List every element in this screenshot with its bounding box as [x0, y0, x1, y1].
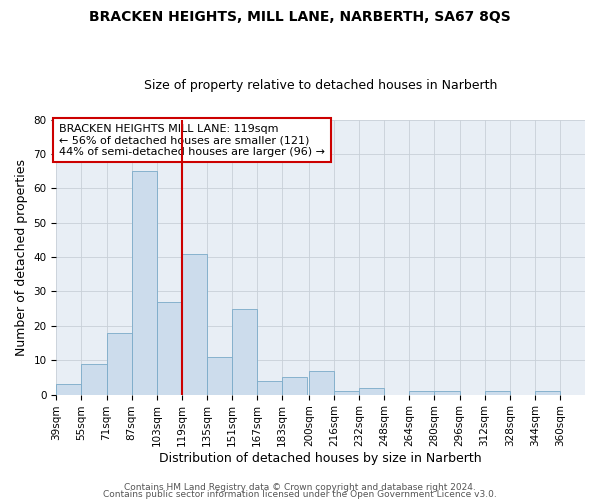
Text: Contains HM Land Registry data © Crown copyright and database right 2024.: Contains HM Land Registry data © Crown c…: [124, 484, 476, 492]
Bar: [207, 357, 232, 395]
Title: Size of property relative to detached houses in Narberth: Size of property relative to detached ho…: [144, 79, 497, 92]
Bar: [82, 364, 107, 394]
Bar: [535, 391, 560, 394]
Bar: [409, 391, 434, 394]
Y-axis label: Number of detached properties: Number of detached properties: [15, 158, 28, 356]
Bar: [282, 378, 307, 394]
X-axis label: Distribution of detached houses by size in Narberth: Distribution of detached houses by size …: [160, 452, 482, 465]
Bar: [434, 391, 460, 394]
Text: BRACKEN HEIGHTS, MILL LANE, NARBERTH, SA67 8QS: BRACKEN HEIGHTS, MILL LANE, NARBERTH, SA…: [89, 10, 511, 24]
Bar: [131, 171, 157, 394]
Text: BRACKEN HEIGHTS MILL LANE: 119sqm
← 56% of detached houses are smaller (121)
44%: BRACKEN HEIGHTS MILL LANE: 119sqm ← 56% …: [59, 124, 325, 157]
Bar: [56, 384, 82, 394]
Bar: [157, 302, 182, 394]
Bar: [334, 391, 359, 394]
Bar: [309, 370, 334, 394]
Bar: [182, 254, 207, 394]
Bar: [359, 388, 384, 394]
Bar: [107, 332, 131, 394]
Bar: [257, 381, 282, 394]
Bar: [232, 308, 257, 394]
Bar: [485, 391, 510, 394]
Text: Contains public sector information licensed under the Open Government Licence v3: Contains public sector information licen…: [103, 490, 497, 499]
